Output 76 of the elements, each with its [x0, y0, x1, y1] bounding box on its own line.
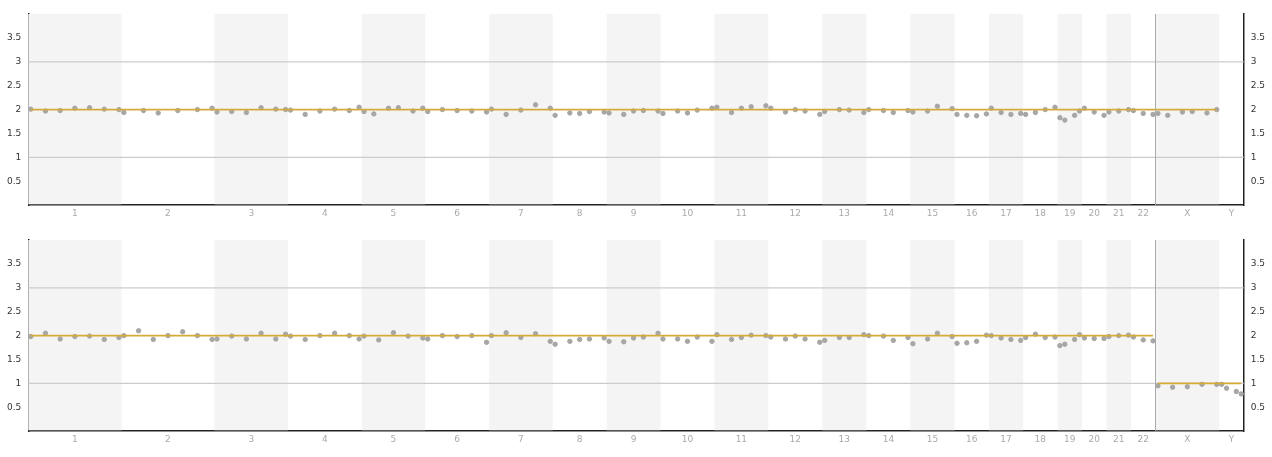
x-tick-label: X — [1184, 207, 1191, 218]
x-tick-label: 9 — [630, 433, 637, 444]
y2-tick-label: 2.5 — [1250, 80, 1266, 91]
y2-tick-label: 2 — [1250, 329, 1257, 340]
x-tick-label: 15 — [926, 207, 939, 218]
y-tick-label: 1.5 — [6, 353, 22, 364]
x-tick-label: 18 — [1034, 207, 1047, 218]
x-tick-label: 1 — [72, 207, 78, 218]
y-tick-label: 0.5 — [6, 401, 22, 412]
x-tick-label: 16 — [965, 207, 978, 218]
x-tick-label: 17 — [1000, 433, 1012, 444]
y-tick-label: 3.5 — [6, 32, 22, 43]
y2-tick-label: 0.5 — [1250, 401, 1266, 412]
x-tick-label: 6 — [454, 433, 461, 444]
x-tick-label: 20 — [1088, 207, 1101, 218]
y-tick-label: 0.5 — [6, 175, 22, 186]
x-tick-label: 13 — [838, 207, 851, 218]
x-tick-label: 11 — [735, 207, 748, 218]
y2-tick-label: 3 — [1250, 56, 1257, 67]
y2-tick-label: 3.5 — [1250, 258, 1266, 269]
x-tick-label: Y — [1227, 433, 1235, 444]
x-tick-label: 18 — [1034, 433, 1047, 444]
y2-tick-label: 1 — [1250, 377, 1257, 388]
x-tick-label: X — [1184, 433, 1191, 444]
x-tick-label: 6 — [454, 207, 461, 218]
y2-tick-label: 1.5 — [1250, 127, 1266, 138]
x-tick-label: 4 — [321, 207, 328, 218]
y-tick-label: 2.5 — [6, 80, 22, 91]
x-tick-label: 3 — [248, 207, 255, 218]
y2-tick-label: 3.5 — [1250, 32, 1266, 43]
x-tick-label: 12 — [789, 207, 801, 218]
x-tick-label: 5 — [390, 433, 397, 444]
y-tick-label: 2.5 — [6, 306, 22, 317]
y2-tick-label: 2.5 — [1250, 306, 1266, 317]
y-tick-label: 3 — [15, 56, 22, 67]
x-tick-label: 17 — [1000, 207, 1012, 218]
x-tick-label: 4 — [321, 433, 328, 444]
y2-tick-label: 2 — [1250, 103, 1257, 114]
x-tick-label: 22 — [1137, 433, 1149, 444]
x-tick-label: 14 — [882, 207, 895, 218]
x-tick-label: Y — [1227, 207, 1235, 218]
x-tick-label: 10 — [681, 433, 694, 444]
y2-tick-label: 0.5 — [1250, 175, 1266, 186]
x-tick-label: 21 — [1112, 207, 1125, 218]
x-tick-label: 7 — [517, 433, 524, 444]
x-tick-label: 21 — [1112, 433, 1125, 444]
x-tick-label: 7 — [517, 207, 524, 218]
y2-tick-label: 1 — [1250, 151, 1257, 162]
x-tick-label: 12 — [789, 433, 801, 444]
x-tick-label: 1 — [72, 433, 78, 444]
y-tick-label: 1 — [15, 377, 22, 388]
y-tick-label: 3 — [15, 282, 22, 293]
x-tick-label: 2 — [165, 433, 171, 444]
y-tick-label: 1 — [15, 151, 22, 162]
x-tick-label: 13 — [838, 433, 851, 444]
x-tick-label: 11 — [735, 433, 748, 444]
y-tick-label: 2 — [15, 329, 22, 340]
x-tick-label: 22 — [1137, 207, 1149, 218]
x-tick-label: 9 — [630, 207, 637, 218]
x-tick-label: 2 — [165, 207, 171, 218]
x-tick-label: 19 — [1063, 433, 1076, 444]
y-tick-label: 1.5 — [6, 127, 22, 138]
x-tick-label: 14 — [882, 433, 895, 444]
y2-tick-label: 3 — [1250, 282, 1257, 293]
x-tick-label: 8 — [576, 433, 583, 444]
x-tick-label: 5 — [390, 207, 397, 218]
x-tick-label: 8 — [576, 207, 583, 218]
x-tick-label: 15 — [926, 433, 939, 444]
x-tick-label: 16 — [965, 433, 978, 444]
y2-tick-label: 1.5 — [1250, 353, 1266, 364]
y-tick-label: 3.5 — [6, 258, 22, 269]
x-tick-label: 19 — [1063, 207, 1076, 218]
x-tick-label: 3 — [248, 433, 255, 444]
x-tick-label: 20 — [1088, 433, 1101, 444]
y-tick-label: 2 — [15, 103, 22, 114]
x-tick-label: 10 — [681, 207, 694, 218]
